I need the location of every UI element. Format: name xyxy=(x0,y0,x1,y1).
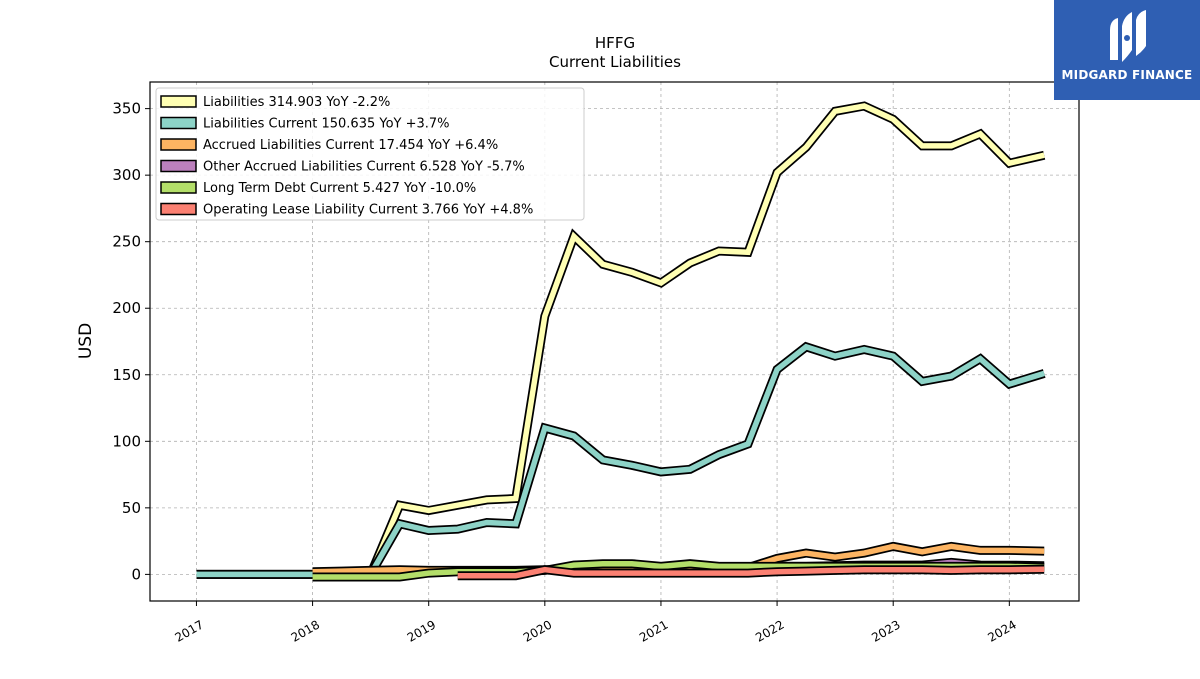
x-tick-label: 2021 xyxy=(637,617,670,644)
legend-label-2: Accrued Liabilities Current 17.454 YoY +… xyxy=(203,138,498,153)
brand-name: MIDGARD FINANCE xyxy=(1061,68,1193,82)
series-layer xyxy=(196,101,1046,582)
x-tick-label: 2018 xyxy=(289,617,322,644)
legend-swatch-3 xyxy=(160,159,197,173)
legend-swatch-1 xyxy=(160,116,197,130)
legend-swatch-0 xyxy=(160,95,197,108)
series-line-5 xyxy=(457,566,1045,579)
legend-swatch-5 xyxy=(160,202,197,216)
y-tick-label: 200 xyxy=(112,299,141,317)
x-tick-label: 2017 xyxy=(172,617,205,644)
x-tick-label: 2019 xyxy=(405,617,438,644)
legend-label-1: Liabilities Current 150.635 YoY +3.7% xyxy=(203,117,450,132)
brand-logo: MIDGARD FINANCE xyxy=(1054,0,1200,100)
mf-monogram-icon xyxy=(1110,10,1146,62)
legend-swatch-4 xyxy=(160,181,197,194)
legend-label-4: Long Term Debt Current 5.427 YoY -10.0% xyxy=(203,181,476,196)
y-tick-label: 300 xyxy=(112,166,141,184)
y-tick-label: 0 xyxy=(131,565,141,583)
x-tick-label: 2024 xyxy=(985,617,1018,644)
legend-label-5: Operating Lease Liability Current 3.766 … xyxy=(203,203,533,218)
plot-frame xyxy=(149,81,1080,602)
legend-label-3: Other Accrued Liabilities Current 6.528 … xyxy=(203,160,525,175)
y-tick-label: 100 xyxy=(112,432,141,450)
y-tick-label: 350 xyxy=(112,100,141,118)
x-tick-label: 2020 xyxy=(521,617,554,644)
legend-label-0: Liabilities 314.903 YoY -2.2% xyxy=(203,95,390,110)
legend: Liabilities 314.903 YoY -2.2% Liabilities… xyxy=(155,87,585,221)
y-tick-label: 150 xyxy=(112,366,141,384)
chart-subtitle: Current Liabilities xyxy=(549,53,681,71)
chart-title: HFFG xyxy=(595,34,635,52)
y-tick-label: 250 xyxy=(112,233,141,251)
x-tick-label: 2023 xyxy=(869,617,902,644)
y-tick-label: 50 xyxy=(122,499,141,517)
x-tick-label: 2022 xyxy=(753,617,786,644)
legend-swatch-2 xyxy=(160,138,197,151)
legend-box xyxy=(155,87,585,221)
y-axis-label: USD xyxy=(76,323,96,359)
